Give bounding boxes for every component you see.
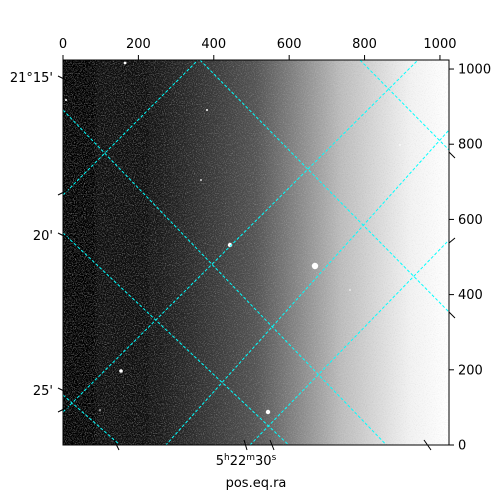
ra-tick-label: 5h22m30s — [216, 453, 277, 469]
grid-line — [199, 60, 449, 313]
grid-line — [63, 232, 290, 445]
dec-tick-label: 25' — [33, 384, 53, 399]
y-pixel-axis-right: 0 200 400 600 800 1000 — [449, 63, 491, 454]
grid-line — [165, 129, 449, 445]
star — [311, 262, 319, 270]
dec-tick-mark — [57, 406, 69, 413]
dec-tick-mark — [57, 189, 69, 196]
x-tick-label: 200 — [126, 37, 151, 52]
x-tick-label: 0 — [59, 37, 67, 52]
coordinate-grid — [63, 60, 449, 445]
dec-tick-mark — [57, 75, 69, 82]
star — [65, 99, 67, 101]
ra-tick-mark — [243, 439, 248, 451]
world-tick-mark — [448, 311, 456, 319]
star — [349, 289, 351, 291]
world-tick-mark — [448, 151, 456, 159]
x-axis-title: pos.eq.ra — [226, 476, 287, 491]
y-tick-label: 600 — [458, 213, 483, 228]
dec-axis-left: 21°15' 20' 25' — [10, 71, 69, 413]
y-tick-label: 200 — [458, 363, 483, 378]
dec-tick-label: 20' — [33, 229, 53, 244]
y-tick-label: 800 — [458, 138, 483, 153]
grid-line — [63, 394, 121, 445]
ra-tick-mark — [423, 439, 432, 451]
grid-line — [63, 60, 199, 196]
dec-tick-label: 21°15' — [10, 71, 53, 86]
dec-tick-mark — [57, 232, 69, 239]
world-tick-mark — [448, 237, 456, 244]
dec-tick-mark — [57, 387, 69, 394]
y-tick-label: 1000 — [458, 63, 491, 78]
x-tick-label: 800 — [352, 37, 377, 52]
plot-frame — [62, 59, 450, 446]
x-tick-label: 400 — [201, 37, 226, 52]
ra-tick-mark — [113, 439, 120, 451]
grid-line — [249, 239, 449, 445]
grid-line — [359, 60, 449, 151]
ra-axis-bottom: 5h22m30s pos.eq.ra — [113, 439, 432, 491]
star — [119, 369, 123, 373]
y-tick-label: 0 — [458, 439, 466, 454]
star — [206, 109, 208, 111]
star — [399, 144, 401, 146]
grid-line — [63, 109, 388, 445]
stars-layer — [65, 61, 401, 415]
star — [265, 409, 271, 415]
star — [200, 179, 202, 181]
right-world-ticks — [448, 151, 456, 319]
ra-tick-mark — [269, 439, 275, 451]
sky-image — [63, 60, 449, 445]
star — [123, 61, 127, 65]
image-area — [63, 60, 449, 445]
y-tick-label: 400 — [458, 288, 483, 303]
x-tick-label: 600 — [277, 37, 302, 52]
star — [227, 242, 233, 248]
star — [99, 409, 101, 411]
x-tick-label: 1000 — [423, 37, 456, 52]
grid-line — [63, 60, 419, 413]
x-pixel-axis-top: 0 200 400 600 800 1000 — [59, 37, 457, 60]
